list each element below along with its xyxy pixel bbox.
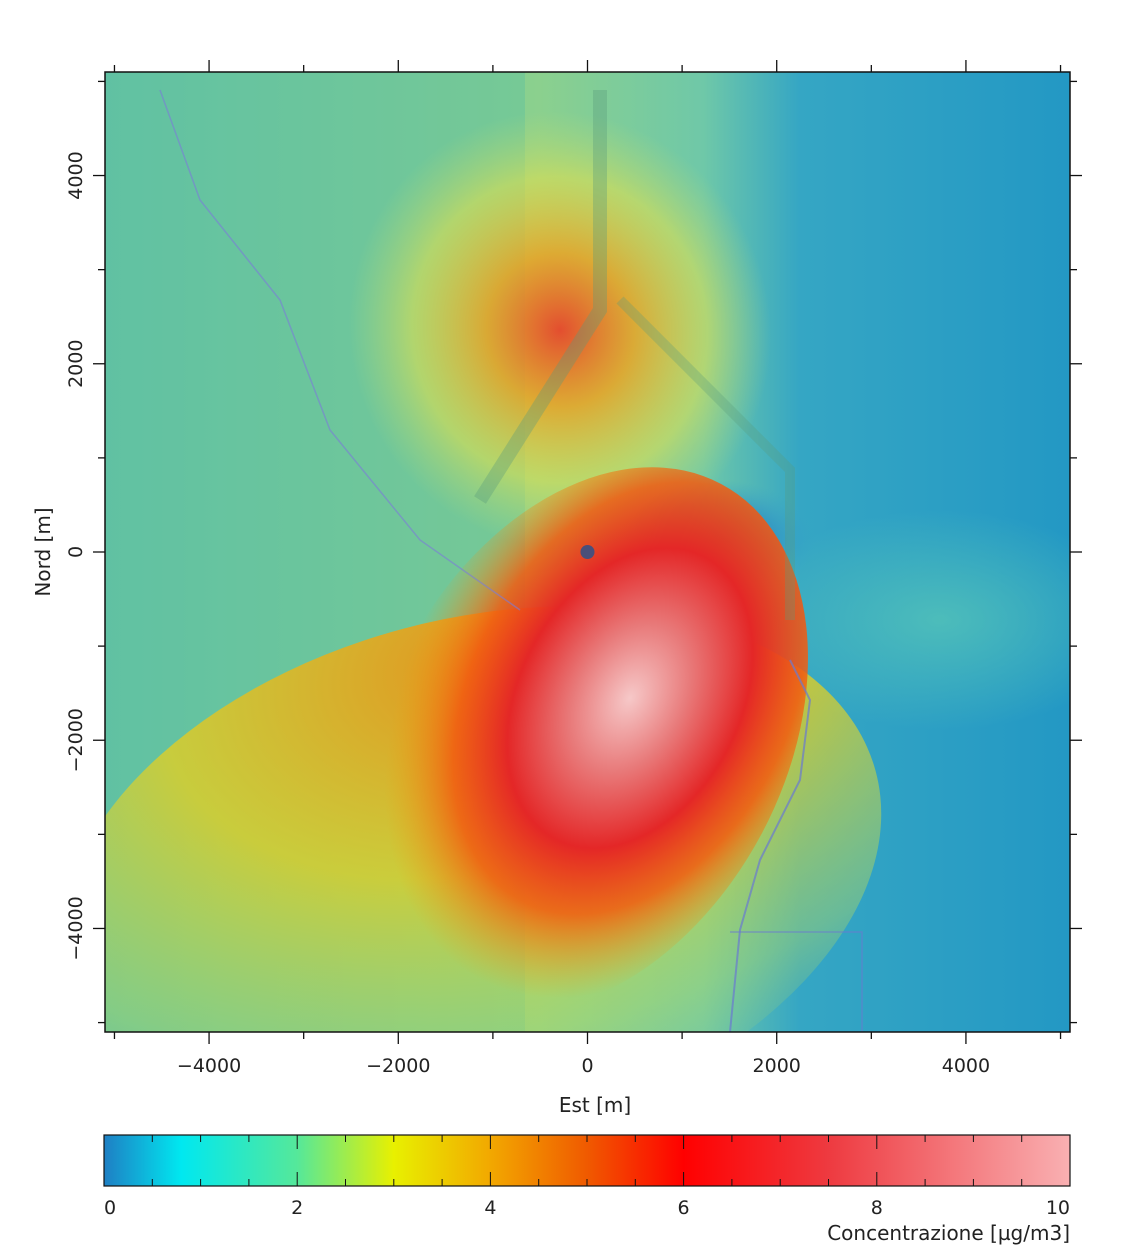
x-tick-label: 0 [581,1055,593,1077]
colorbar-title: Concentrazione [µg/m3] [827,1221,1070,1245]
y-tick-label: 4000 [65,151,87,199]
colorbar [103,1134,1071,1187]
main-plume [362,467,808,1013]
coastline [729,659,812,1032]
border-line [159,89,521,611]
colorbar-ticks [103,1135,1071,1186]
y-tick-label: 2000 [65,340,87,388]
x-axis-title: Est [m] [559,1093,631,1117]
y-tick-label: 0 [65,546,87,558]
colorbar-tick-label: 6 [678,1197,690,1219]
y-axis-title: Nord [m] [31,507,55,596]
concentration-map [105,72,1070,1032]
x-tick-label: 4000 [942,1055,990,1077]
colorbar-tick-label: 0 [104,1197,116,1219]
x-tick-label: −2000 [366,1055,430,1077]
x-tick-labels: −4000 −2000 0 2000 4000 [177,1055,990,1077]
x-tick-label: −4000 [177,1055,241,1077]
north-plume [348,111,772,549]
colorbar-tick-label: 2 [291,1197,303,1219]
east-sea-band [740,510,1070,730]
bay-line [730,931,863,1032]
colorbar-tick-label: 8 [871,1197,883,1219]
colorbar-tick-labels: 0 2 4 6 8 10 [104,1197,1070,1219]
y-tick-labels: −4000 −2000 0 2000 4000 [65,151,87,960]
canal-line [474,90,607,504]
canal-line-2 [616,296,795,620]
source-marker [580,545,595,559]
colorbar-tick-label: 10 [1046,1197,1070,1219]
axis-ticks [93,60,1082,1044]
y-tick-label: −2000 [65,708,87,772]
colorbar-tick-label: 4 [484,1197,496,1219]
x-tick-label: 2000 [753,1055,801,1077]
y-tick-label: −4000 [65,896,87,960]
